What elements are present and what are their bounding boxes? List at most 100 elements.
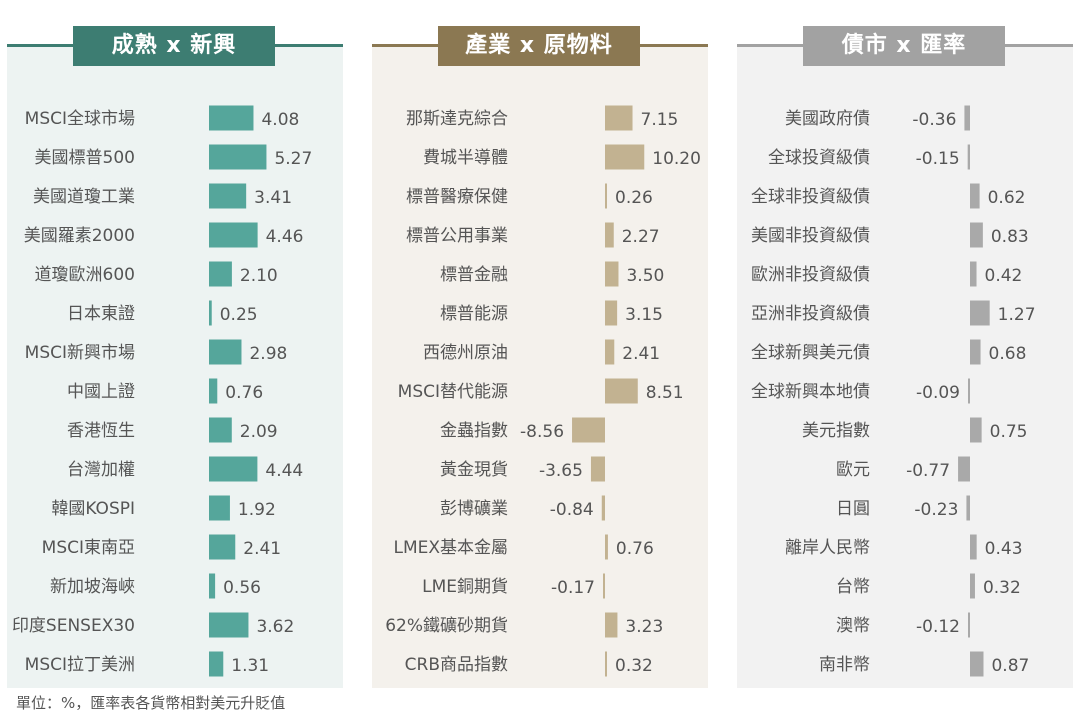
bar [970,534,977,560]
category-label: 美國政府債 [785,109,870,129]
bar [970,573,975,599]
category-label: 中國上證 [67,382,135,402]
value-label: 0.62 [988,188,1026,208]
category-label: 62%鐵礦砂期貨 [385,616,508,636]
bar [209,612,249,638]
category-label: 美國標普500 [35,148,135,168]
category-label: MSCI替代能源 [398,382,508,402]
bar [966,495,970,521]
value-label: -0.12 [916,617,960,637]
value-label: 0.68 [989,344,1027,364]
bar [209,495,230,521]
value-label: 0.76 [616,539,654,559]
bar [605,534,608,560]
value-label: 3.15 [625,305,663,325]
value-label: 0.43 [985,539,1023,559]
value-label: -0.23 [914,500,958,520]
bar [209,417,232,443]
value-label: 0.76 [225,383,263,403]
panel-background [737,44,1073,688]
category-label: 南非幣 [819,655,870,675]
bar [970,183,980,209]
bar [209,378,218,404]
footnote: 單位：%，匯率表各貨幣相對美元升貶值 [16,694,286,712]
bar [209,144,267,170]
category-label: 西德州原油 [423,343,508,363]
category-label: 標普能源 [440,304,508,324]
category-label: 香港恆生 [67,421,135,441]
value-label: 1.27 [998,305,1036,325]
category-label: 道瓊歐洲600 [35,265,135,285]
category-label: 標普金融 [440,265,508,285]
category-label: 歐洲非投資級債 [751,265,870,285]
bar [970,651,984,677]
value-label: -0.36 [912,110,956,130]
value-label: 0.42 [985,266,1023,286]
category-label: MSCI東南亞 [42,538,135,558]
value-label: -0.15 [916,149,960,169]
panel-title: 成熟 x 新興 [73,26,275,66]
value-label: 4.08 [261,110,299,130]
category-label: 全球新興本地債 [751,382,870,402]
value-label: -0.17 [551,578,595,598]
value-label: 1.92 [238,500,276,520]
equity-panel: 成熟 x 新興 MSCI全球市場 4.08 美國標普500 5.27 美國道瓊工業 3.4… [7,26,343,688]
value-label: 4.46 [266,227,304,247]
value-label: 2.09 [240,422,278,442]
bar [968,378,970,404]
bar [605,339,615,365]
category-label: 全球新興美元債 [751,343,870,363]
bar [970,300,990,326]
value-label: 4.44 [265,461,303,481]
category-label: 韓國KOSPI [51,499,135,519]
value-label: 8.51 [646,383,684,403]
category-label: 台灣加權 [67,460,135,480]
bar [964,105,970,131]
bar [209,222,258,248]
category-label: 標普醫療保健 [406,187,508,207]
bar [209,534,236,560]
category-label: CRB商品指數 [405,655,508,675]
category-label: 日本東證 [67,304,135,324]
category-label: MSCI全球市場 [25,109,135,129]
category-label: 歐元 [836,460,870,480]
value-label: 0.32 [615,656,653,676]
bar [209,651,224,677]
bar [209,261,232,287]
panel-title: 債市 x 匯率 [803,26,1005,66]
value-label: 0.83 [991,227,1029,247]
value-label: 2.98 [249,344,287,364]
equity-bar-chart: MSCI全球市場 4.08 美國標普500 5.27 美國道瓊工業 3.41 美國羅素200… [12,105,312,677]
value-label: 10.20 [652,149,701,169]
category-label: 全球投資級債 [768,148,870,168]
value-label: 0.87 [991,656,1029,676]
category-label: 離岸人民幣 [785,538,870,558]
value-label: 0.75 [990,422,1028,442]
bar [209,105,254,131]
category-label: 美國非投資級債 [751,226,870,246]
bar [572,417,605,443]
value-label: 2.10 [240,266,278,286]
bar [958,456,970,482]
value-label: 3.41 [254,188,292,208]
category-label: 那斯達克綜合 [406,109,508,129]
panel-background [7,44,343,688]
bar [970,222,983,248]
bar [968,612,970,638]
value-label: 3.50 [626,266,664,286]
category-label: 金蟲指數 [440,421,508,441]
category-label: 新加坡海峽 [50,577,135,597]
bar [605,183,607,209]
category-label: 美國羅素2000 [24,226,135,246]
bond-fx-panel: 債市 x 匯率 美國政府債 -0.36 全球投資級債 -0.15 全球非投資級債 0.62… [737,26,1073,688]
bar [605,222,614,248]
category-label: 印度SENSEX30 [12,616,135,636]
value-label: 2.27 [622,227,660,247]
sector-commodity-panel: 產業 x 原物料 那斯達克綜合 7.15 費城半導體 10.20 標普醫療保健 0.26 標… [372,26,708,688]
bar [605,105,633,131]
bar [605,261,619,287]
category-label: MSCI拉丁美洲 [25,655,135,675]
value-label: 0.32 [983,578,1021,598]
category-label: 澳幣 [836,616,870,636]
category-label: 美國道瓊工業 [33,187,135,207]
